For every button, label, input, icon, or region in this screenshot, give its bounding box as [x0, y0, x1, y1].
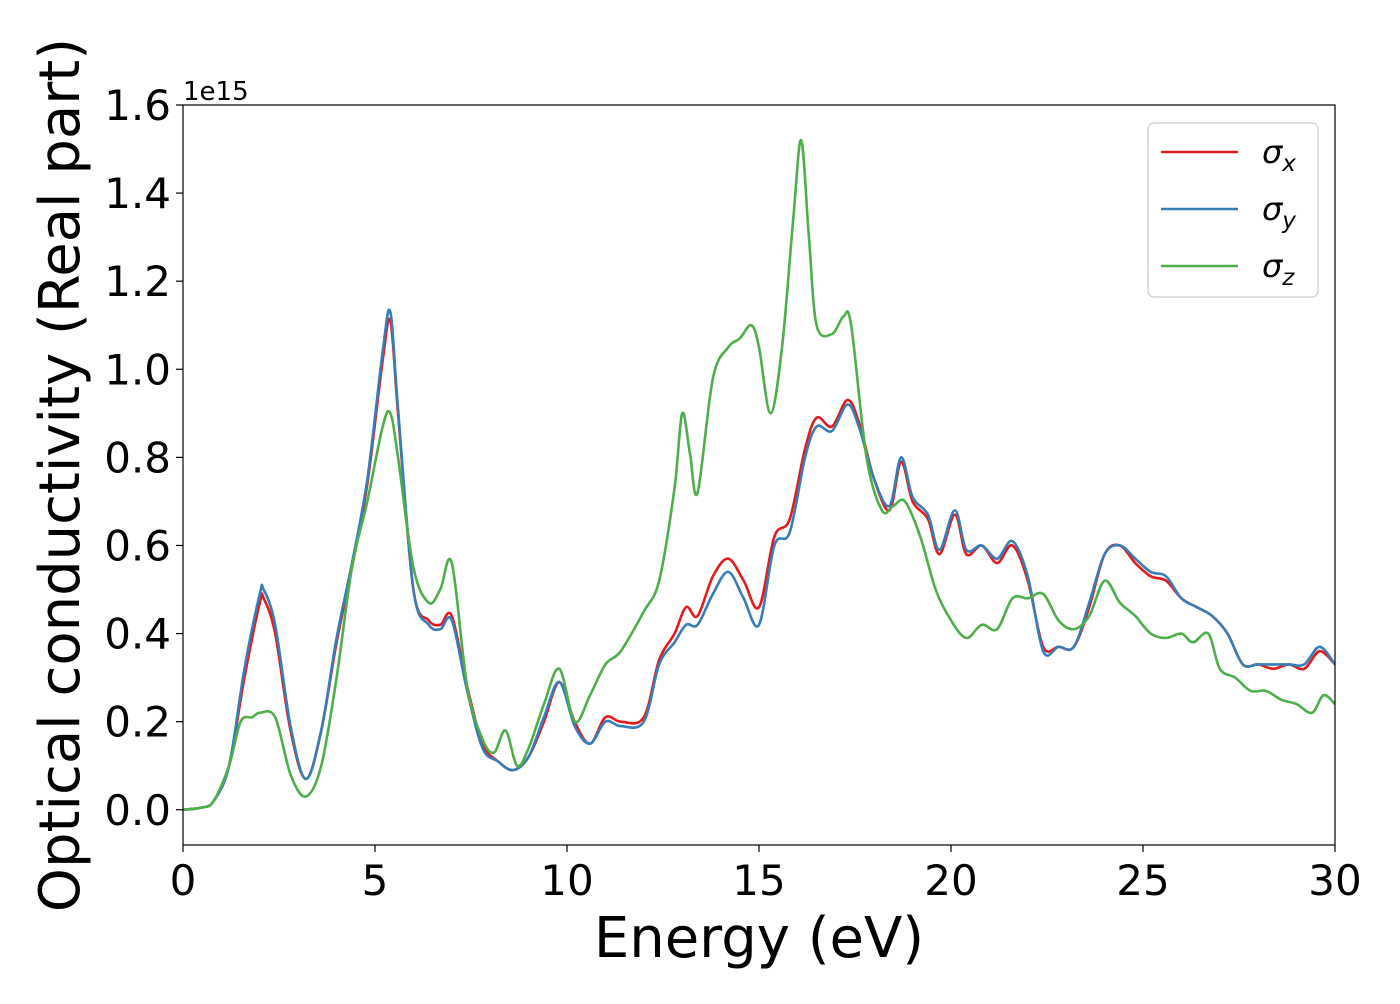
x-tick-label: 25: [1116, 856, 1169, 905]
legend-label-3: σz: [1262, 247, 1295, 291]
legend-items: σx σy σz: [1161, 133, 1296, 291]
y-axis-label: Optical conductivity (Real part): [28, 38, 93, 912]
x-tick-label: 30: [1308, 856, 1361, 905]
series-line-2: [183, 308, 1335, 812]
x-tick-label: 0: [170, 856, 197, 905]
series-layer: [183, 138, 1335, 812]
series-line-1: [183, 317, 1335, 812]
y-tick-label: 1.2: [104, 257, 171, 306]
y-tick-label: 1.4: [104, 169, 171, 218]
series-line-3: [183, 138, 1335, 812]
legend-label-1: σx: [1262, 133, 1296, 177]
y-tick-label: 0.2: [104, 698, 171, 747]
y-offset-label: 1e15: [183, 77, 249, 107]
y-tick-label: 1.0: [104, 345, 171, 394]
x-tick-label: 20: [924, 856, 977, 905]
x-tick-label: 15: [732, 856, 785, 905]
y-tick-label: 0.0: [104, 786, 171, 835]
y-axis-ticks: 0.0 0.2 0.4 0.6 0.8 1.0 1.2 1.4 1.6: [104, 81, 183, 835]
x-tick-label: 10: [540, 856, 593, 905]
x-axis-ticks: 0 5 10 15 20 25 30: [170, 845, 1362, 905]
y-tick-label: 0.8: [104, 433, 171, 482]
y-tick-label: 1.6: [104, 81, 171, 130]
x-axis-label: Energy (eV): [594, 906, 924, 971]
x-tick-label: 5: [362, 856, 389, 905]
y-tick-label: 0.4: [104, 610, 171, 659]
legend: σx σy σz: [1147, 122, 1319, 298]
legend-label-2: σy: [1262, 190, 1296, 234]
y-tick-label: 0.6: [104, 521, 171, 570]
